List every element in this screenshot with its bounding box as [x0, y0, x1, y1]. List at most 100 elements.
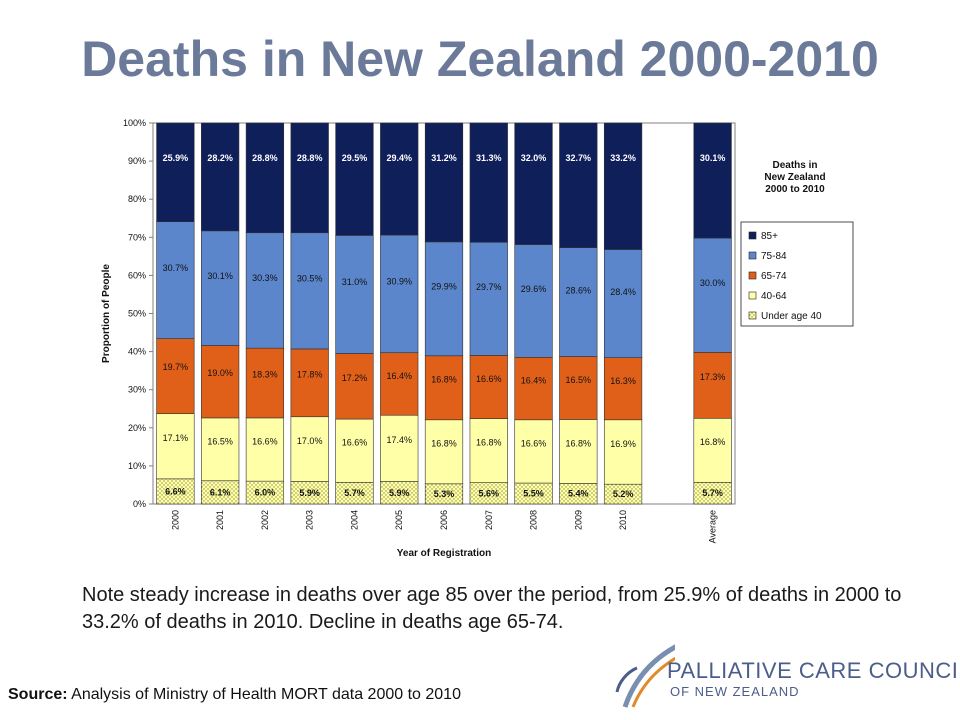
bar-segment — [201, 122, 240, 232]
data-label: 5.9% — [389, 488, 410, 498]
data-label: 31.2% — [431, 153, 457, 163]
y-tick-label: 100% — [123, 118, 146, 128]
data-label: 5.4% — [568, 489, 589, 499]
data-label: 32.7% — [566, 153, 592, 163]
data-label: 29.5% — [342, 153, 368, 163]
data-label: 28.2% — [207, 153, 233, 163]
x-tick-label: 2008 — [529, 510, 539, 530]
data-label: 30.7% — [163, 263, 189, 273]
bar-segment — [693, 237, 732, 353]
data-label: 16.8% — [431, 439, 457, 449]
data-label: 17.3% — [700, 372, 726, 382]
note-text: Note steady increase in deaths over age … — [82, 584, 902, 633]
data-label: 17.2% — [342, 373, 368, 383]
data-label: 30.9% — [386, 276, 412, 286]
legend-item-label: Under age 40 — [761, 311, 822, 322]
data-label: 16.6% — [521, 438, 547, 448]
data-label: 28.6% — [566, 285, 592, 295]
data-label: 28.8% — [252, 153, 278, 163]
bar-segment — [424, 241, 464, 357]
data-label: 5.6% — [479, 488, 500, 498]
data-label: 5.2% — [613, 489, 634, 499]
bar-segment — [156, 122, 195, 222]
data-label: 16.8% — [476, 438, 502, 448]
bar-segment — [335, 122, 374, 236]
data-label: 5.7% — [702, 488, 723, 498]
data-label: 17.0% — [297, 436, 323, 446]
data-label: 30.0% — [700, 278, 726, 288]
x-tick-label: 2004 — [349, 510, 359, 530]
bar-segment — [514, 122, 553, 245]
bar-segment — [424, 419, 464, 485]
bar-segment — [290, 232, 329, 350]
x-tick-label: 2006 — [439, 510, 449, 530]
bar-segment — [693, 417, 732, 483]
bar-segment — [335, 235, 374, 354]
bar-segment — [380, 234, 419, 354]
data-label: 19.7% — [163, 362, 189, 372]
bar-segment — [693, 122, 732, 239]
y-tick-label: 40% — [128, 347, 146, 357]
legend-swatch — [748, 271, 757, 280]
data-label: 16.9% — [610, 439, 636, 449]
data-label: 29.7% — [476, 282, 502, 292]
bar-segment — [424, 122, 464, 243]
bar-segment — [603, 419, 643, 485]
legend-swatch — [748, 251, 757, 260]
data-label: 16.3% — [610, 376, 636, 386]
bar-segment — [245, 417, 285, 482]
bar-segment — [245, 347, 285, 419]
bar-segment — [603, 357, 643, 421]
data-label: 16.8% — [700, 437, 726, 447]
bar-segment — [424, 355, 464, 421]
data-label: 6.0% — [255, 488, 276, 498]
bar-segment — [290, 348, 329, 418]
y-axis-label: Proportion of People — [101, 264, 112, 363]
data-label: 33.2% — [610, 153, 636, 163]
y-tick-label: 20% — [128, 423, 146, 433]
data-label: 16.4% — [386, 371, 412, 381]
y-tick-label: 50% — [128, 309, 146, 319]
bar-segment — [559, 356, 598, 420]
bar-segment — [380, 352, 419, 416]
bar-segment — [156, 338, 195, 415]
x-tick-label: 2002 — [260, 510, 270, 530]
bar-segment — [245, 232, 285, 349]
data-label: 29.6% — [521, 284, 547, 294]
legend-item-label: 75-84 — [761, 251, 787, 262]
bar-segment — [380, 414, 419, 482]
y-tick-label: 10% — [128, 461, 146, 471]
x-axis-label: Year of Registration — [397, 548, 491, 559]
data-label: 28.8% — [297, 153, 323, 163]
palliative-care-council-logo: PALLIATIVE CARE COUNCIL OF NEW ZEALAND — [615, 622, 960, 712]
legend-item-label: 85+ — [761, 231, 778, 242]
bar-segment — [245, 122, 285, 234]
bar-segment — [156, 413, 195, 480]
legend-title-line: New Zealand — [764, 172, 825, 183]
data-label: 16.4% — [521, 376, 547, 386]
data-label: 5.3% — [434, 489, 455, 499]
bar-segment — [201, 345, 240, 419]
y-tick-label: 0% — [133, 499, 146, 509]
source-label: Source: — [8, 686, 68, 703]
legend-title-line: Deaths in — [772, 160, 817, 171]
x-tick-label: 2009 — [573, 510, 583, 530]
bar-segment — [335, 418, 374, 483]
data-label: 17.1% — [163, 433, 189, 443]
bar-segment — [156, 478, 195, 505]
data-label: 30.5% — [297, 274, 323, 284]
data-label: 31.3% — [476, 153, 502, 163]
data-label: 31.0% — [342, 277, 368, 287]
data-label: 17.8% — [297, 369, 323, 379]
legend-item-label: 65-74 — [761, 271, 787, 282]
data-label: 16.6% — [342, 438, 368, 448]
x-tick-label: 2010 — [618, 510, 628, 530]
source-line: Source: Analysis of Ministry of Health M… — [8, 686, 461, 704]
x-tick-label: Average — [708, 510, 718, 543]
data-label: 16.6% — [476, 374, 502, 384]
data-label: 6.1% — [210, 487, 231, 497]
bar-segment — [201, 417, 240, 482]
page-title: Deaths in New Zealand 2000-2010 — [81, 31, 879, 87]
data-label: 25.9% — [163, 153, 189, 163]
x-tick-label: 2007 — [484, 510, 494, 530]
